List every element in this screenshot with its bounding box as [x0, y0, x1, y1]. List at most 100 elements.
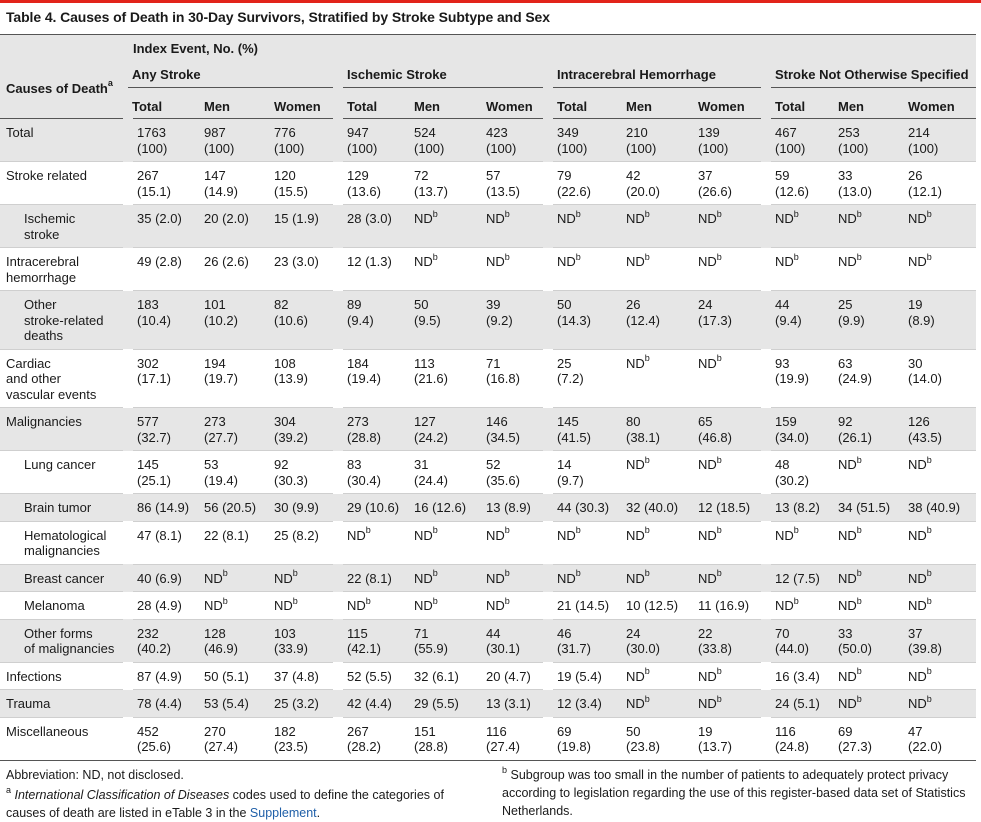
cell-value: ND: [838, 696, 857, 711]
footnote-b: b Subgroup was too small in the number o…: [502, 764, 966, 818]
cell-value: 129 (13.6): [347, 168, 381, 199]
table-cell: 22 (33.8): [694, 619, 766, 662]
cell-value: ND: [204, 598, 223, 613]
subcol-header: Total: [761, 87, 834, 119]
footnote-b-marker: b: [644, 568, 650, 579]
table-cell: 52 (35.6): [482, 451, 548, 494]
cell-value: 19 (5.4): [557, 668, 602, 684]
table-cell: 145 (41.5): [548, 407, 622, 451]
footnote-b-marker: b: [793, 251, 799, 262]
table-cell: 116 (27.4): [482, 717, 548, 760]
subcol-header: Women: [270, 87, 338, 119]
table-cell: 42 (4.4): [338, 689, 410, 717]
cell-value: ND: [838, 668, 857, 684]
row-label: Cardiac and other vascular events: [6, 355, 97, 402]
cell-value: 38 (40.9): [908, 500, 961, 515]
cell-value: 14 (9.7): [557, 457, 584, 488]
cell-value: 26 (12.4): [626, 297, 660, 328]
table-cell: 214 (100): [904, 118, 976, 162]
table-cell: NDb: [766, 248, 834, 291]
cell-value: 304 (39.2): [274, 414, 308, 445]
table-cell: 273 (27.7): [200, 407, 270, 451]
index-event-header: Index Event, No. (%): [0, 34, 976, 63]
table-cell: 30 (14.0): [904, 349, 976, 408]
table-cell: NDb: [410, 204, 482, 248]
table-cell: 16 (3.4): [766, 662, 834, 690]
cell-value: 267 (15.1): [137, 168, 171, 199]
cell-value: ND: [698, 668, 717, 684]
footnote-b-marker: b: [926, 525, 932, 536]
table-cell: NDb: [338, 521, 410, 564]
footnote-b-marker: b: [716, 251, 722, 262]
cell-value: ND: [626, 211, 645, 226]
cell-value: 12 (18.5): [698, 500, 751, 515]
footnote-b-marker: b: [575, 525, 581, 536]
footnote-b-marker: b: [856, 525, 862, 536]
table-cell: 26 (2.6): [200, 248, 270, 291]
footnote-b-marker: b: [504, 251, 510, 262]
table-cell: NDb: [766, 204, 834, 248]
table-cell: 11 (16.9): [694, 592, 766, 620]
table-cell: NDb: [694, 689, 766, 717]
table-cell: 16 (12.6): [410, 493, 482, 521]
subcol-header: Total: [543, 87, 622, 119]
table-cell: 113 (21.6): [410, 349, 482, 408]
cell-value: 34 (51.5): [838, 500, 891, 515]
cell-value: ND: [838, 570, 857, 586]
table-cell: 29 (10.6): [338, 493, 410, 521]
cell-value: 50 (23.8): [626, 723, 660, 755]
cell-value: 452 (25.6): [137, 723, 171, 755]
cell-value: ND: [838, 254, 857, 269]
cell-value: 50 (14.3): [557, 297, 591, 328]
cell-value: 145 (25.1): [137, 457, 171, 488]
table-cell: 79 (22.6): [548, 162, 622, 205]
footnote-b-marker: b: [504, 595, 510, 606]
table-cell: NDb: [622, 204, 694, 248]
row-label: Ischemic stroke: [0, 204, 128, 248]
cell-value: 92 (30.3): [274, 457, 308, 488]
table-cell: 115 (42.1): [338, 619, 410, 662]
cell-value: ND: [414, 598, 433, 613]
table-cell: 44 (30.3): [548, 493, 622, 521]
table-cell: 524 (100): [410, 118, 482, 162]
supplement-link[interactable]: Supplement: [249, 806, 317, 820]
subcol-header: Total: [128, 87, 200, 119]
cell-value: 49 (2.8): [137, 254, 182, 269]
table-cell: 145 (25.1): [128, 451, 200, 494]
row-header-label: Causes of Death: [6, 80, 108, 96]
cell-value: 15 (1.9): [274, 211, 319, 226]
footnotes-right: b Subgroup was too small in the number o…: [502, 764, 970, 820]
cell-value: 63 (24.9): [838, 355, 872, 387]
cell-value: 82 (10.6): [274, 297, 308, 328]
footnote-b-text: Subgroup was too small in the number of …: [502, 768, 966, 818]
group-stroke-nos: Stroke Not Otherwise Specified: [761, 63, 976, 88]
cell-value: 12 (1.3): [347, 254, 392, 269]
table-cell: 50 (23.8): [622, 717, 694, 760]
row-label: Breast cancer: [0, 564, 128, 592]
table-cell: NDb: [904, 248, 976, 291]
cell-value: 214 (100): [908, 125, 939, 156]
row-label: Melanoma: [24, 598, 85, 613]
cell-value: 50 (5.1): [204, 668, 249, 684]
cell-value: 194 (19.7): [204, 355, 238, 387]
table-cell: NDb: [834, 521, 904, 564]
cell-value: ND: [414, 570, 433, 586]
table-cell: 47 (8.1): [128, 521, 200, 564]
table-cell: 42 (20.0): [622, 162, 694, 205]
table-cell: 13 (8.2): [766, 493, 834, 521]
cell-value: 273 (27.7): [204, 414, 238, 445]
table-cell: NDb: [694, 521, 766, 564]
table-cell: 129 (13.6): [338, 162, 410, 205]
cell-value: 42 (4.4): [347, 696, 392, 711]
footnote-b-marker: b: [856, 568, 862, 579]
table-cell: 127 (24.2): [410, 407, 482, 451]
cell-value: 24 (30.0): [626, 625, 660, 657]
cell-value: 30 (14.0): [908, 355, 942, 387]
cell-value: 46 (31.7): [557, 625, 591, 657]
cell-value: ND: [486, 211, 505, 226]
cell-value: 87 (4.9): [137, 668, 182, 684]
table-cell: 40 (6.9): [128, 564, 200, 592]
cell-value: ND: [908, 254, 927, 269]
table-cell: 452 (25.6): [128, 717, 200, 760]
cell-value: 35 (2.0): [137, 211, 182, 226]
